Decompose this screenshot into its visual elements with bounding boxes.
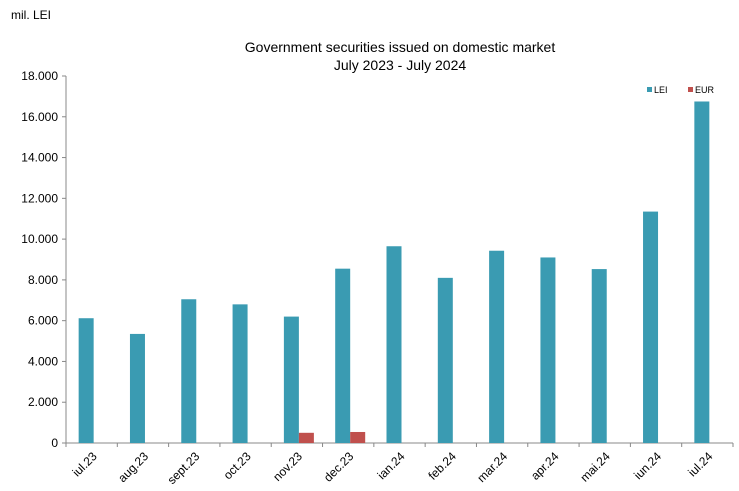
bar-eur <box>350 431 366 443</box>
unit-label: mil. LEI <box>11 8 52 22</box>
x-tick-label: oct.23 <box>221 449 254 482</box>
chart-subtitle: July 2023 - July 2024 <box>333 57 467 73</box>
legend-swatch-eur <box>688 87 693 92</box>
x-tick-label: iul.23 <box>70 449 100 479</box>
x-tick-label: feb.24 <box>425 449 459 483</box>
chart-title: Government securities issued on domestic… <box>244 39 556 55</box>
y-tick-label: 6.000 <box>28 314 58 328</box>
x-tick-label: sept.23 <box>165 449 203 487</box>
bar-lei <box>335 268 351 443</box>
bar-eur <box>298 432 314 443</box>
legend-label-eur: EUR <box>695 85 715 95</box>
bar-lei <box>643 211 659 443</box>
x-tick-label: nov.23 <box>270 449 305 484</box>
y-tick-label: 14.000 <box>21 151 58 165</box>
bar-lei <box>78 318 94 443</box>
bar-lei <box>232 304 248 443</box>
y-tick-label: 10.000 <box>21 232 58 246</box>
bar-lei <box>386 246 402 443</box>
bar-lei <box>489 250 505 443</box>
bar-lei <box>591 269 607 443</box>
x-tick-label: mar.24 <box>474 449 510 485</box>
bar-lei <box>540 257 556 443</box>
y-tick-label: 18.000 <box>21 69 58 83</box>
x-tick-label: dec.23 <box>321 449 357 485</box>
legend-swatch-lei <box>647 87 652 92</box>
y-tick-label: 16.000 <box>21 110 58 124</box>
y-tick-label: 12.000 <box>21 191 58 205</box>
y-tick-label: 2.000 <box>28 395 58 409</box>
x-tick-label: mai.24 <box>577 449 613 485</box>
y-tick-label: 4.000 <box>28 354 58 368</box>
bar-lei <box>283 316 299 443</box>
bar-lei <box>694 101 710 443</box>
y-tick-label: 8.000 <box>28 273 58 287</box>
chart-title-block: Government securities issued on domestic… <box>200 38 600 74</box>
x-tick-label: aug.23 <box>115 449 151 485</box>
x-tick-label: iul.24 <box>685 449 715 479</box>
x-tick-label: iun.24 <box>631 449 664 482</box>
bar-lei <box>129 333 145 443</box>
x-tick-label: ian.24 <box>375 449 408 482</box>
y-tick-label: 0 <box>51 436 58 450</box>
bar-lei <box>437 277 453 443</box>
x-tick-label: apr.24 <box>528 449 562 483</box>
legend-label-lei: LEI <box>654 85 668 95</box>
bar-lei <box>181 299 197 443</box>
